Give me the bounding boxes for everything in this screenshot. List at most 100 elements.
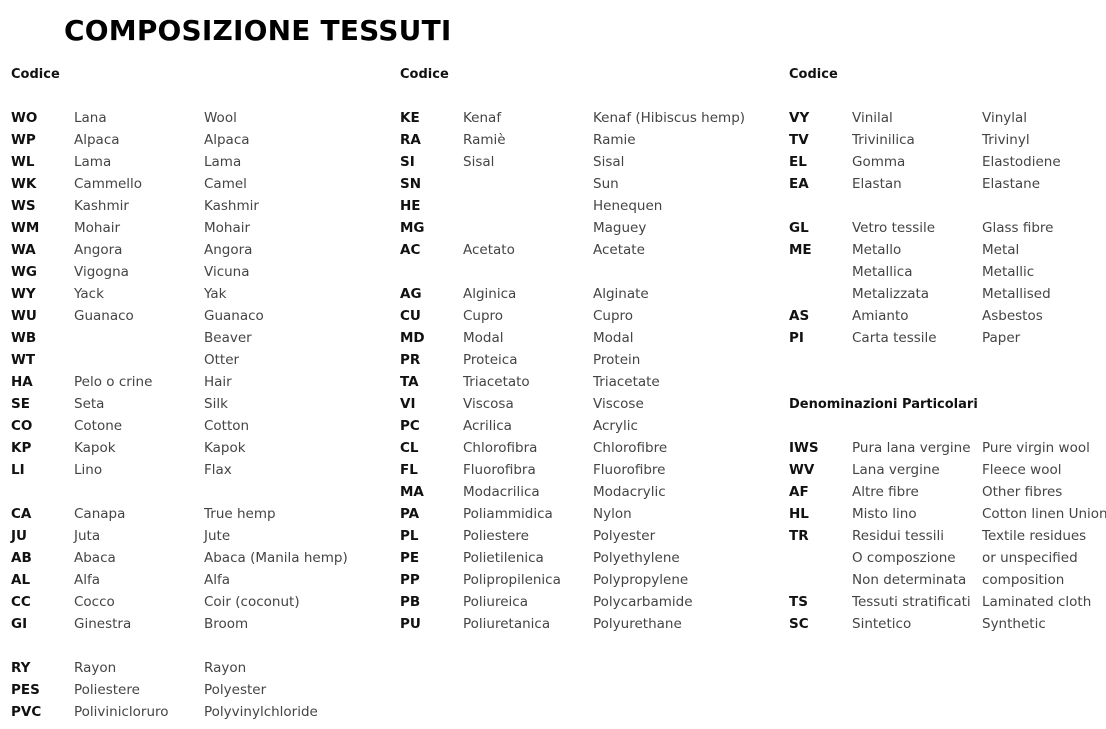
english-name: Rayon <box>204 660 247 676</box>
italian-name: Misto lino <box>852 506 917 522</box>
fiber-code: PU <box>400 616 421 632</box>
english-name: Glass fibre <box>982 220 1054 236</box>
fiber-code: RA <box>400 132 421 148</box>
english-name: Pure virgin wool <box>982 440 1090 456</box>
fiber-row: AB Abaca Abaca (Manila hemp) <box>11 547 348 569</box>
fiber-row: WT Otter <box>11 349 239 371</box>
fiber-code: PP <box>400 572 420 588</box>
english-name: Cotton linen Union <box>982 506 1106 522</box>
italian-name: Seta <box>74 396 105 412</box>
italian-name: Chlorofibra <box>463 440 538 456</box>
spacer <box>789 371 978 393</box>
fiber-row: SE Seta Silk <box>11 393 228 415</box>
fiber-code: GI <box>11 616 28 632</box>
fiber-code: WG <box>11 264 37 280</box>
italian-name: Metallo <box>852 242 902 258</box>
english-name: Fluorofibre <box>593 462 666 478</box>
english-name: Polypropylene <box>593 572 689 588</box>
italian-name: Pura lana vergine <box>852 440 971 456</box>
italian-name: Lino <box>74 462 103 478</box>
fiber-code: CC <box>11 594 31 610</box>
english-name: Asbestos <box>982 308 1043 324</box>
english-name: Nylon <box>593 506 632 522</box>
section-header-label: Codice <box>789 67 838 82</box>
fiber-code: WA <box>11 242 36 258</box>
spacer <box>400 85 449 107</box>
english-name: Sisal <box>593 154 625 170</box>
english-name: Kenaf (Hibiscus hemp) <box>593 110 746 126</box>
italian-name: Lana vergine <box>852 462 940 478</box>
italian-name: Cotone <box>74 418 123 434</box>
italian-name: Cupro <box>463 308 504 324</box>
spacer <box>789 415 978 437</box>
fiber-row: AC Acetato Acetate <box>400 239 645 261</box>
fiber-row: VI Viscosa Viscose <box>400 393 644 415</box>
fiber-row: WU Guanaco Guanaco <box>11 305 264 327</box>
fiber-row: SI Sisal Sisal <box>400 151 624 173</box>
fiber-code: WP <box>11 132 36 148</box>
english-name: Elastodiene <box>982 154 1061 170</box>
fiber-code: EL <box>789 154 807 170</box>
fiber-row: PR Proteica Protein <box>400 349 640 371</box>
english-name: Alginate <box>593 286 649 302</box>
spacer <box>11 635 60 657</box>
english-name: Alfa <box>204 572 231 588</box>
fiber-code: JU <box>11 528 27 544</box>
english-name: Polyester <box>593 528 656 544</box>
english-name: Polyethylene <box>593 550 680 566</box>
fiber-code: WK <box>11 176 37 192</box>
italian-name: Alginica <box>463 286 517 302</box>
english-name: Wool <box>204 110 237 126</box>
italian-name: Polipropilenica <box>463 572 561 588</box>
italian-name: Juta <box>74 528 101 544</box>
fiber-row: Non determinata composition <box>789 569 1064 591</box>
english-name: Kashmir <box>204 198 259 214</box>
italian-name: Amianto <box>852 308 909 324</box>
english-name: Mohair <box>204 220 251 236</box>
fiber-code: WT <box>11 352 36 368</box>
fiber-row: CL Chlorofibra Chlorofibre <box>400 437 667 459</box>
fiber-code: WB <box>11 330 37 346</box>
fiber-row: WS Kashmir Kashmir <box>11 195 259 217</box>
fiber-row: TR Residui tessili Textile residues <box>789 525 1086 547</box>
column-1: Codice WO Lana Wool WP Alpaca Alpaca WL Lama Lama… <box>11 63 348 723</box>
spacer <box>789 349 978 371</box>
english-name: Triacetate <box>593 374 660 390</box>
section-header: Denominazioni Particolari <box>789 393 978 415</box>
italian-name: O composzione <box>852 550 956 566</box>
fiber-code: MD <box>400 330 425 346</box>
fiber-row: SC Sintetico Synthetic <box>789 613 1046 635</box>
fiber-row: PVC Polivinicloruro Polyvinylchloride <box>11 701 318 723</box>
fiber-row: AS Amianto Asbestos <box>789 305 1043 327</box>
english-name: Alpaca <box>204 132 250 148</box>
fiber-code: TV <box>789 132 809 148</box>
italian-name: Kapok <box>74 440 116 456</box>
english-name: Modacrylic <box>593 484 666 500</box>
fiber-row: IWS Pura lana vergine Pure virgin wool <box>789 437 1090 459</box>
fiber-code: AB <box>11 550 32 566</box>
fiber-row: WA Angora Angora <box>11 239 252 261</box>
italian-name: Ginestra <box>74 616 132 632</box>
fiber-code: LI <box>11 462 25 478</box>
fiber-code: PL <box>400 528 419 544</box>
italian-name: Kashmir <box>74 198 129 214</box>
fiber-row: PA Poliammidica Nylon <box>400 503 632 525</box>
fiber-code: WY <box>11 286 36 302</box>
fiber-row: TA Triacetato Triacetate <box>400 371 660 393</box>
italian-name: Rayon <box>74 660 117 676</box>
fiber-row: TV Trivinilica Trivinyl <box>789 129 1030 151</box>
fiber-row: LI Lino Flax <box>11 459 232 481</box>
english-name: Metal <box>982 242 1020 258</box>
italian-name: Vetro tessile <box>852 220 936 236</box>
spacer <box>400 261 449 283</box>
italian-name: Lana <box>74 110 107 126</box>
fiber-row: AL Alfa Alfa <box>11 569 230 591</box>
english-name: Cupro <box>593 308 634 324</box>
fiber-row: KE Kenaf Kenaf (Hibiscus hemp) <box>400 107 745 129</box>
fiber-row: ME Metallo Metal <box>789 239 1019 261</box>
fiber-row: HL Misto lino Cotton linen Union <box>789 503 1106 525</box>
italian-name: Viscosa <box>463 396 514 412</box>
fiber-row: PL Poliestere Polyester <box>400 525 655 547</box>
italian-name: Acrilica <box>463 418 512 434</box>
fiber-row: WB Beaver <box>11 327 252 349</box>
